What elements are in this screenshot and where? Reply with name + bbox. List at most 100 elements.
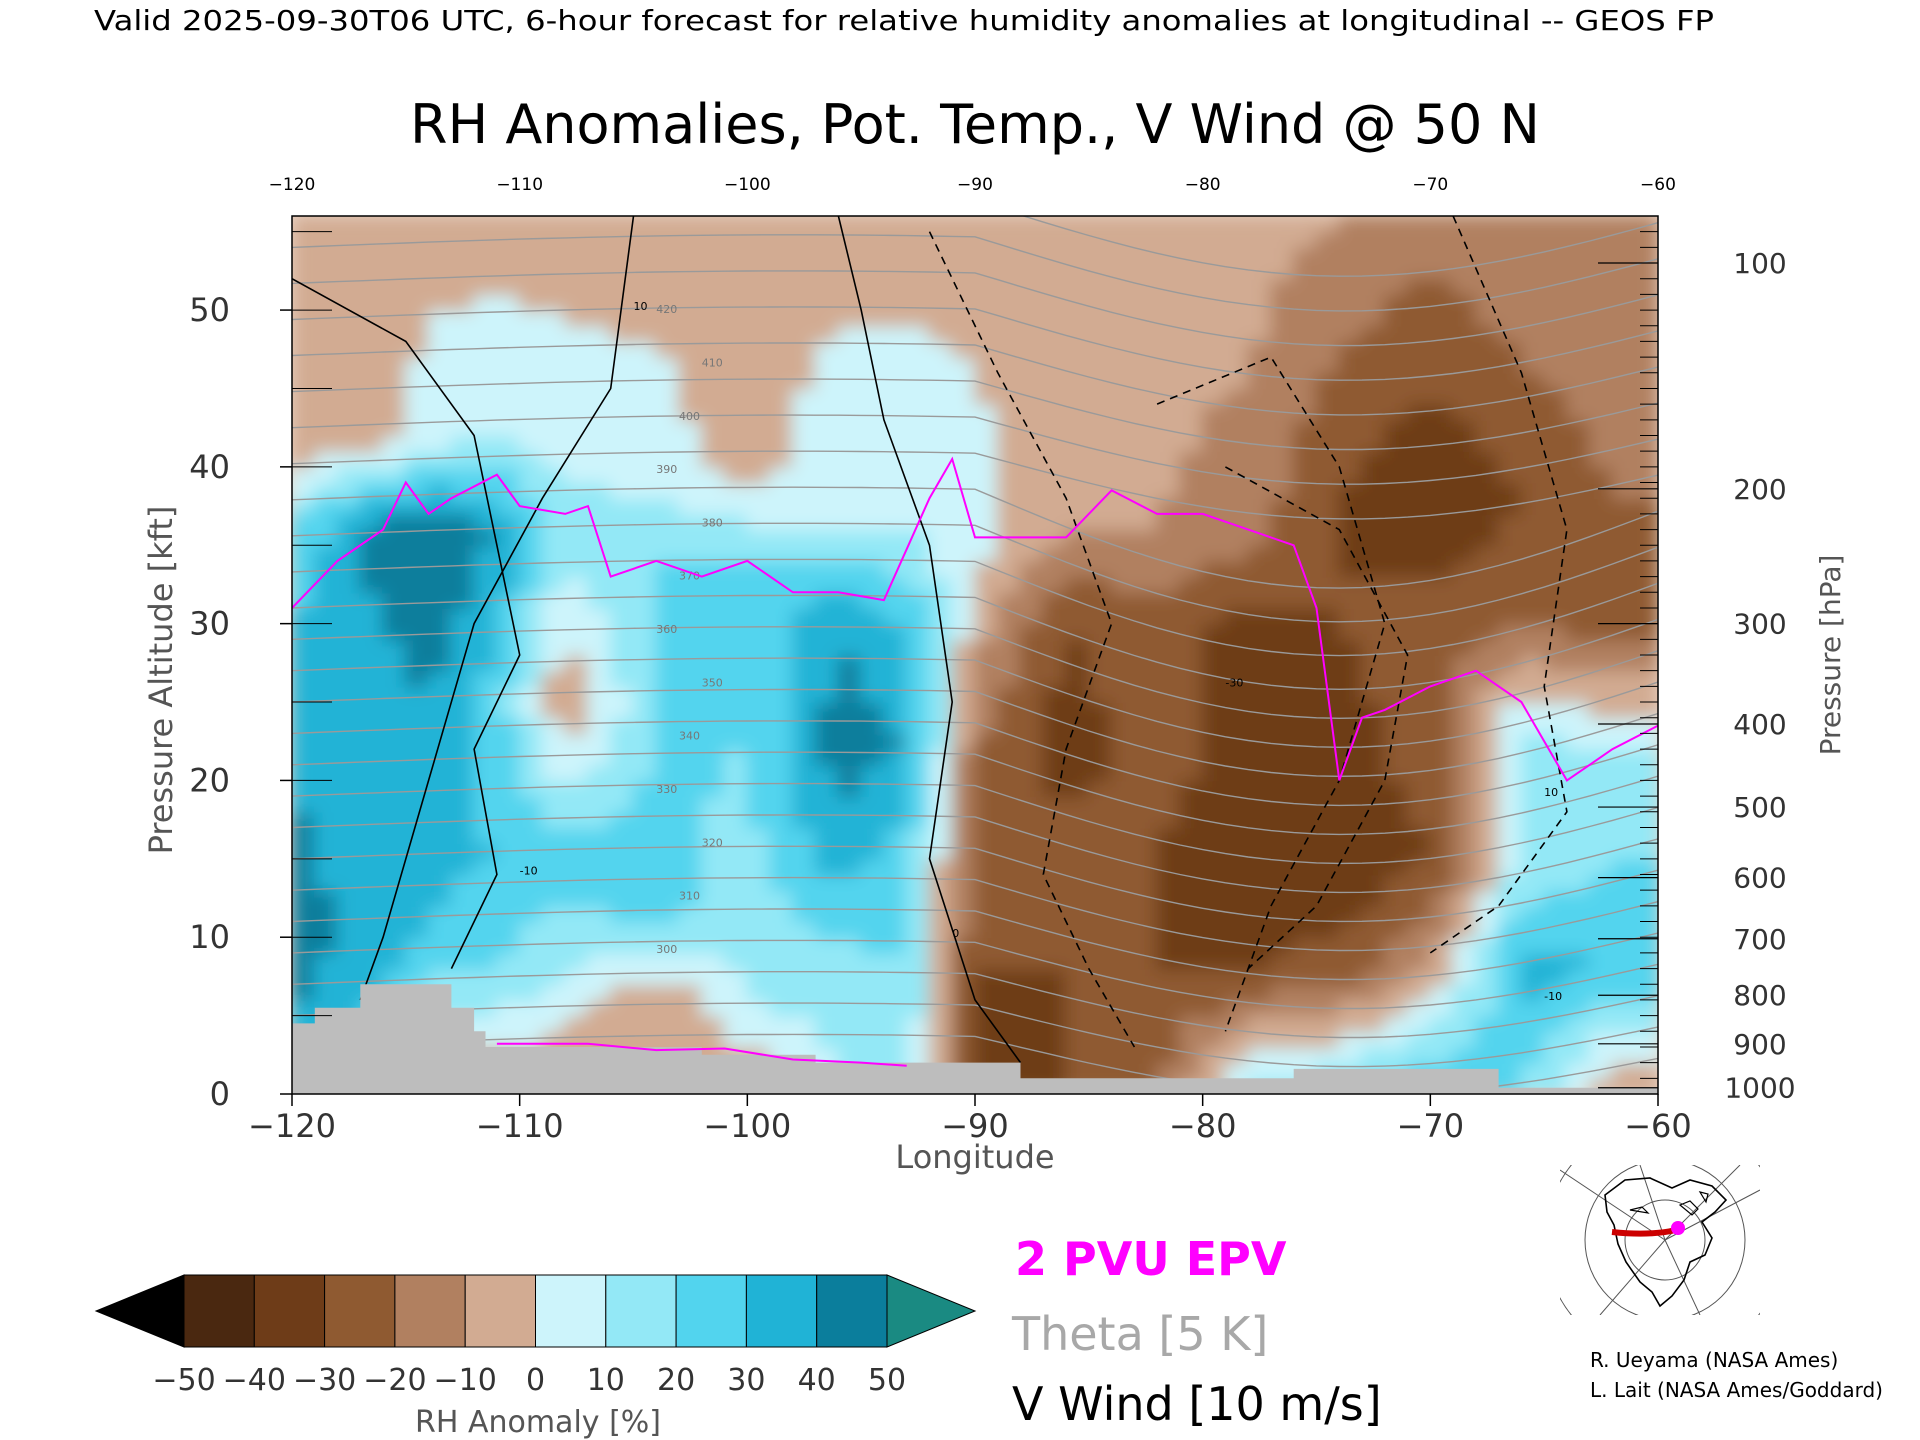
rh-cell — [564, 309, 589, 327]
colorbar-tick-label: 20 — [657, 1363, 695, 1398]
rh-cell — [723, 591, 749, 609]
rh-cell — [1292, 450, 1318, 468]
credit-line-1: R. Ueyama (NASA Ames) — [1590, 1348, 1838, 1372]
rh-cell — [974, 638, 999, 656]
rh-cell — [1452, 795, 1477, 813]
rh-cell — [1065, 654, 1090, 672]
rh-cell — [541, 293, 567, 312]
rh-cell — [1292, 810, 1318, 829]
rh-cell — [678, 873, 703, 892]
rh-cell — [292, 763, 316, 782]
rh-cell — [860, 1045, 885, 1064]
rh-cell — [632, 403, 658, 421]
rh-cell — [1429, 481, 1455, 500]
rh-cell — [951, 654, 976, 672]
rh-cell — [1133, 638, 1159, 656]
rh-cell — [1361, 1045, 1386, 1064]
rh-cell — [1429, 732, 1455, 751]
rh-cell — [1292, 920, 1318, 939]
colorbar-tick-label: −20 — [363, 1363, 426, 1398]
rh-cell — [1565, 465, 1591, 484]
rh-cell — [541, 340, 567, 359]
rh-cell — [609, 951, 635, 970]
rh-cell — [1247, 654, 1272, 672]
rh-cell — [1178, 967, 1204, 986]
rh-cell — [586, 654, 612, 672]
rh-cell — [1133, 763, 1159, 782]
rh-cell — [1292, 387, 1318, 406]
rh-cell — [791, 622, 817, 641]
rh-cell — [1224, 857, 1250, 876]
rh-cell — [336, 779, 362, 798]
rh-cell — [1178, 716, 1204, 735]
rh-cell — [1565, 779, 1591, 798]
rh-cell — [1042, 418, 1068, 437]
rh-cell — [1406, 497, 1432, 515]
rh-cell — [1565, 1045, 1591, 1064]
rh-cell — [1156, 967, 1181, 986]
rh-cell — [382, 450, 407, 468]
rh-cell — [1269, 262, 1295, 280]
rh-cell — [632, 528, 658, 547]
rh-cell — [974, 732, 999, 751]
rh-cell — [700, 654, 726, 672]
rh-cell — [586, 497, 612, 515]
rh-cell — [404, 748, 430, 766]
rh-cell — [1383, 528, 1409, 547]
rh-cell — [1269, 810, 1295, 829]
rh-cell — [1497, 857, 1523, 876]
rh-cell — [359, 418, 385, 437]
rh-cell — [473, 371, 498, 390]
rh-cell — [1110, 622, 1136, 641]
rh-cell — [655, 324, 681, 343]
rh-cell — [427, 779, 453, 798]
rh-cell — [723, 216, 749, 233]
theta-contour — [292, 594, 1658, 691]
rh-cell — [632, 262, 658, 280]
rh-cell — [1452, 246, 1477, 265]
rh-cell — [1065, 246, 1090, 265]
rh-cell — [723, 842, 749, 860]
rh-cell — [336, 983, 362, 1001]
rh-cell — [1315, 748, 1341, 766]
rh-cell — [313, 606, 339, 625]
rh-cell — [1156, 763, 1181, 782]
rh-cell — [609, 889, 635, 907]
rh-cell — [518, 309, 544, 327]
rh-cell — [404, 716, 430, 735]
rh-cell — [905, 293, 931, 312]
rh-cell — [905, 262, 931, 280]
rh-cell — [382, 951, 407, 970]
rh-cell — [882, 371, 908, 390]
rh-cell — [1588, 826, 1614, 845]
rh-cell — [655, 591, 681, 609]
rh-cell — [518, 983, 544, 1001]
rh-cell — [450, 450, 476, 468]
rh-cell — [1543, 669, 1568, 688]
rh-cell — [1087, 669, 1113, 688]
wind-label: 10 — [1544, 786, 1558, 799]
rh-cell — [746, 795, 772, 813]
rh-cell — [996, 591, 1022, 609]
rh-cell — [564, 559, 589, 578]
rh-cell — [723, 293, 749, 312]
rh-cell — [1406, 465, 1432, 484]
rh-cell — [996, 309, 1022, 327]
rh-cell — [1543, 1061, 1568, 1080]
rh-cell — [1292, 654, 1318, 672]
rh-cell — [723, 810, 749, 829]
rh-cell — [905, 857, 931, 876]
rh-cell — [723, 748, 749, 766]
rh-cell — [518, 591, 544, 609]
rh-cell — [632, 450, 658, 468]
rh-cell — [814, 512, 840, 531]
rh-cell — [746, 356, 772, 374]
rh-cell — [450, 246, 476, 265]
rh-cell — [1634, 356, 1658, 374]
rh-cell — [974, 371, 999, 390]
rh-cell — [1543, 528, 1568, 547]
rh-cell — [1338, 701, 1364, 719]
rh-cell — [609, 983, 635, 1001]
rh-cell — [1315, 622, 1341, 641]
rh-cell — [359, 857, 385, 876]
